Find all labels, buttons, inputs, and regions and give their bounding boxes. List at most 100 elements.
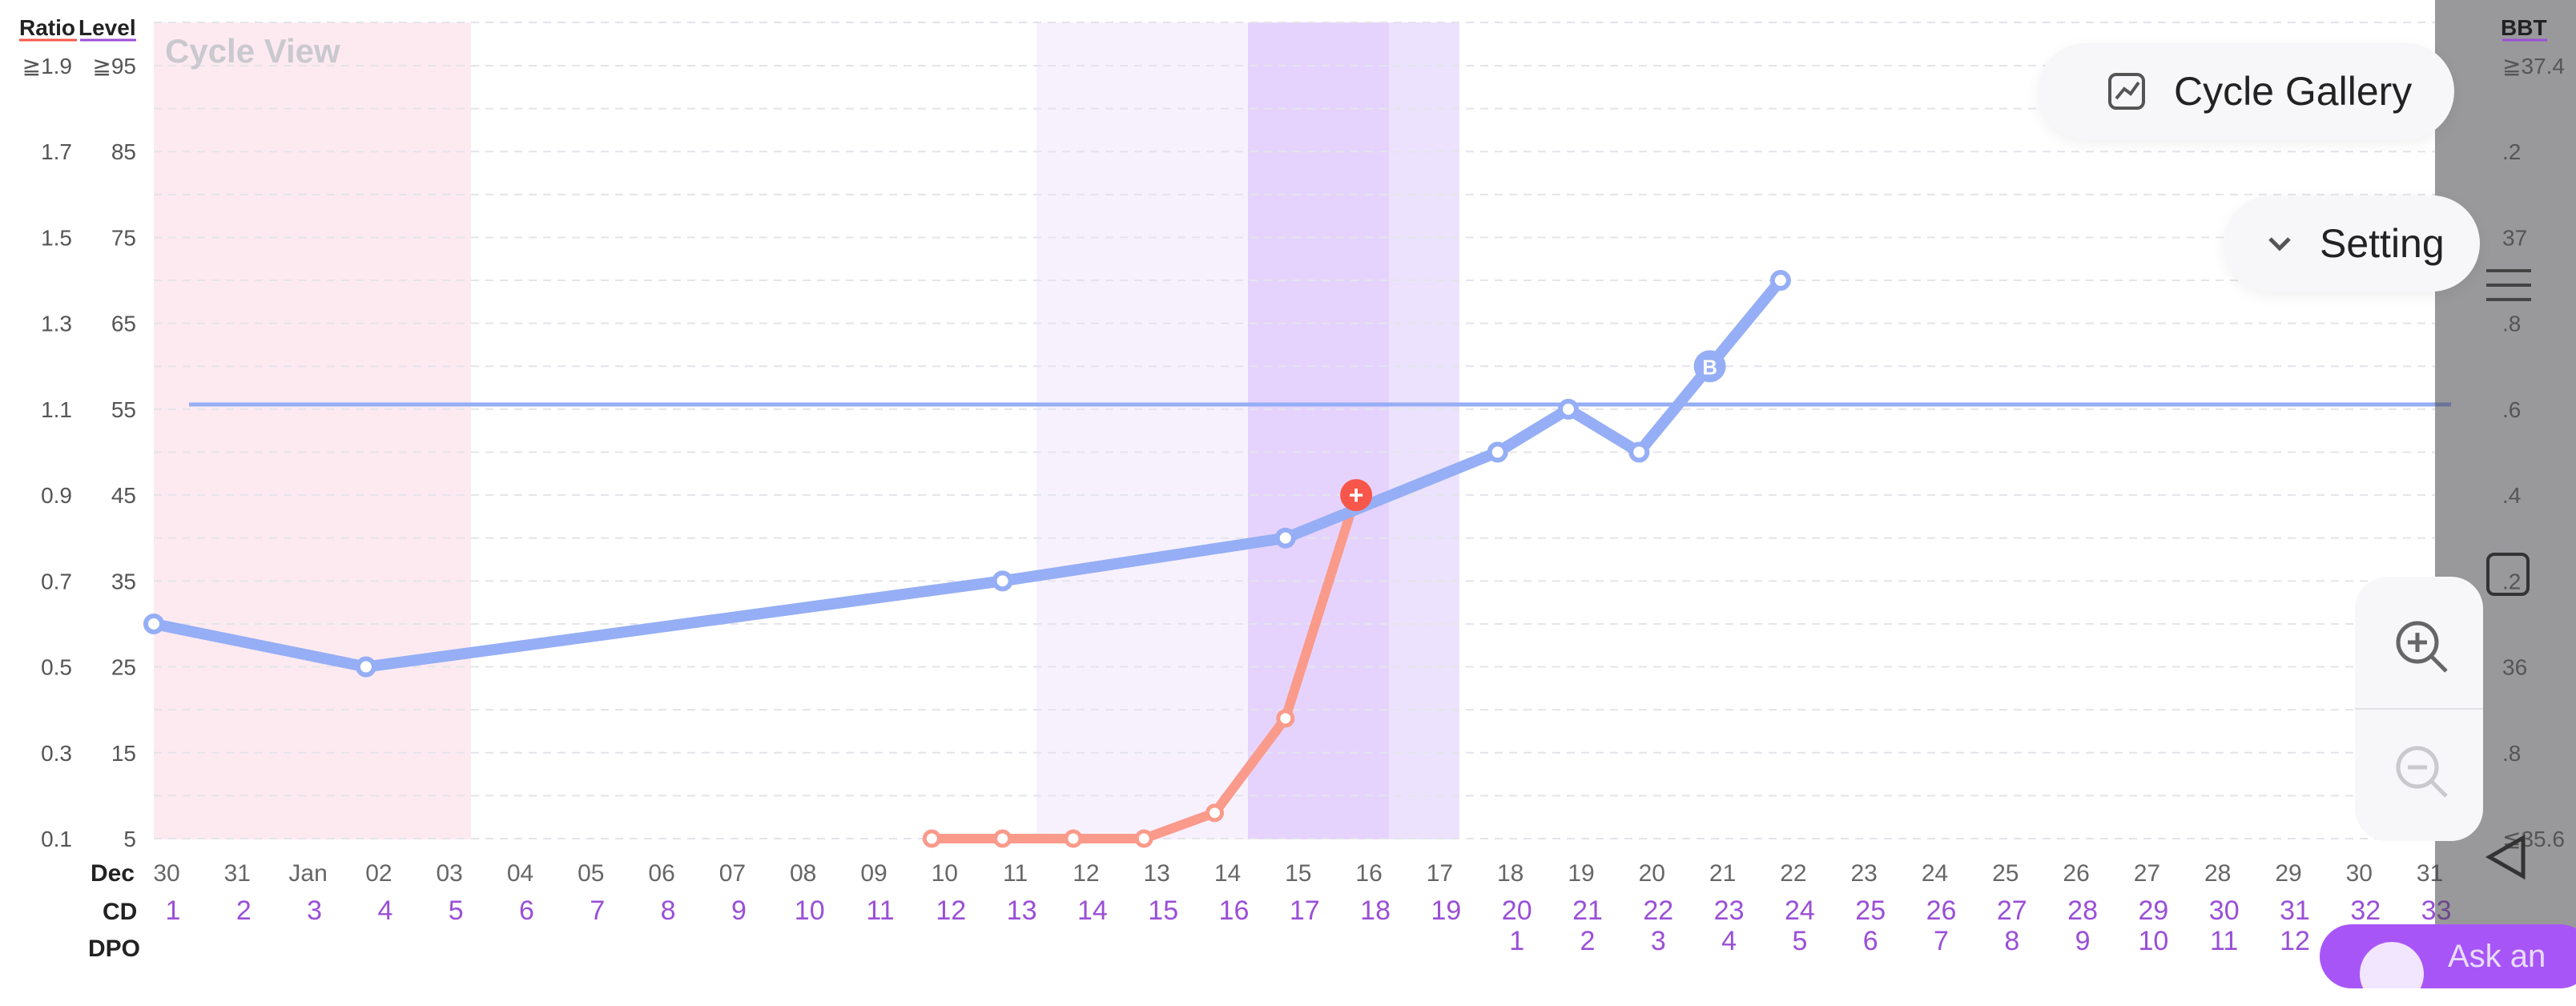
back-triangle-icon[interactable] <box>2483 833 2531 881</box>
date-label: 30 <box>153 860 179 887</box>
dpo-label: 10 <box>2138 926 2168 956</box>
ratio-tick-label: 1.7 <box>41 139 72 164</box>
square-nav-icon[interactable] <box>2486 553 2530 596</box>
cycle-day-label: 8 <box>661 895 676 926</box>
cycle-day-label: 4 <box>377 895 392 926</box>
cycle-day-label: 17 <box>1290 895 1320 926</box>
level-tick-label: 35 <box>111 569 136 594</box>
level-tick-label: 45 <box>111 483 136 508</box>
ratio-peak-marker: + <box>1349 481 1364 509</box>
setting-button[interactable]: Setting <box>2224 195 2480 292</box>
level-point <box>992 570 1013 592</box>
cycle-gallery-button[interactable]: Cycle Gallery <box>2038 43 2454 139</box>
cycle-gallery-label: Cycle Gallery <box>2174 69 2413 114</box>
cycle-day-label: 16 <box>1219 895 1250 926</box>
peak-fertility-band <box>1248 22 1389 839</box>
date-label: 07 <box>719 860 746 887</box>
level-tick-label: 15 <box>111 741 136 766</box>
date-label: 22 <box>1780 860 1806 887</box>
fertile-band-late <box>1389 22 1459 839</box>
date-label: 12 <box>1073 860 1099 887</box>
date-label: 10 <box>932 860 958 887</box>
cycle-day-label: 22 <box>1643 895 1673 926</box>
ask-avatar-icon <box>2360 942 2424 1006</box>
zoom-controls <box>2355 577 2483 841</box>
date-label: 03 <box>437 860 463 887</box>
cycle-day-label: 25 <box>1855 895 1886 926</box>
ratio-point <box>1205 803 1224 823</box>
month-label: Dec <box>91 860 135 887</box>
date-label: 08 <box>790 860 816 887</box>
cycle-day-label: 23 <box>1714 895 1745 926</box>
date-label: 14 <box>1214 860 1241 887</box>
date-label: Jan <box>288 860 327 887</box>
level-point <box>1274 527 1296 549</box>
date-label: 13 <box>1144 860 1170 887</box>
level-point <box>355 656 376 678</box>
ratio-point <box>922 829 941 848</box>
zoom-out-icon[interactable] <box>2393 743 2449 799</box>
level-point-marker: B <box>1702 355 1717 379</box>
cycle-view-label: Cycle View <box>165 32 340 70</box>
dpo-label: 4 <box>1721 926 1737 956</box>
dpo-label: 5 <box>1792 926 1807 956</box>
ratio-tick-label: 0.5 <box>41 655 72 680</box>
dpo-label: 7 <box>1934 926 1949 956</box>
cycle-day-label: 15 <box>1148 895 1178 926</box>
ask-button[interactable]: Ask an <box>2320 924 2576 1006</box>
level-point <box>1487 441 1508 463</box>
dpo-label: 6 <box>1863 926 1878 956</box>
cycle-day-label: 1 <box>166 895 181 926</box>
cycle-day-label: 3 <box>307 895 322 926</box>
chart-grid <box>154 22 2435 839</box>
date-label: 30 <box>2346 860 2373 887</box>
cycle-day-label: 32 <box>2350 895 2381 926</box>
cycle-day-label: 28 <box>2067 895 2098 926</box>
period-band <box>154 22 471 839</box>
ratio-tick-label: 0.9 <box>41 483 72 508</box>
level-tick-label: 55 <box>111 397 136 422</box>
level-point <box>1769 270 1791 292</box>
cycle-day-label: 18 <box>1360 895 1391 926</box>
zoom-in-icon[interactable] <box>2393 618 2449 674</box>
ratio-tick-label: ≧1.9 <box>22 54 72 78</box>
ratio-peak-point <box>1340 479 1373 512</box>
cycle-day-label: 11 <box>866 895 894 926</box>
ratio-tick-label: 1.1 <box>41 397 72 422</box>
cycle-day-label: 10 <box>795 895 825 926</box>
dpo-label: 3 <box>1651 926 1666 956</box>
date-label: 31 <box>224 860 251 887</box>
chart-trend-icon <box>2108 73 2145 110</box>
menu-icon[interactable] <box>2486 264 2531 309</box>
date-label: 06 <box>648 860 674 887</box>
date-label: 21 <box>1709 860 1736 887</box>
ratio-point <box>1064 829 1083 848</box>
ratio-header: Ratio <box>19 15 75 40</box>
cycle-day-label: 30 <box>2209 895 2240 926</box>
date-label: 05 <box>578 860 604 887</box>
date-label: 15 <box>1285 860 1311 887</box>
cycle-day-label: 7 <box>590 895 605 926</box>
ratio-point <box>993 829 1012 848</box>
date-axis: 30 31 Jan 02 03 04 05 06 07 08 09 10 11 12 13 14 15 16 17 1… <box>91 860 2452 956</box>
setting-label: Setting <box>2320 221 2445 266</box>
cycle-day-label: 27 <box>1997 895 2027 926</box>
cycle-day-label: 6 <box>519 895 534 926</box>
chart-series: +B <box>143 270 1791 848</box>
ask-button-label: Ask an <box>2448 938 2546 974</box>
left-axis: ≧1.9 1.7 1.5 1.3 1.1 0.9 0.7 0.5 0.3 0.1 ≧95 85 75 65… <box>22 54 136 851</box>
level-point <box>1558 398 1579 420</box>
cycle-phase-bands <box>154 22 1459 839</box>
cd-row-label: CD <box>103 899 137 925</box>
date-label: 20 <box>1639 860 1665 887</box>
dpo-label: 9 <box>2075 926 2091 956</box>
level-tick-label: 25 <box>111 655 136 680</box>
cycle-day-label: 5 <box>449 895 464 926</box>
ratio-point <box>1134 829 1153 848</box>
ratio-tick-label: 0.3 <box>41 741 72 766</box>
date-label: 09 <box>860 860 887 887</box>
cycle-day-label: 21 <box>1572 895 1603 926</box>
level-tick-label: 5 <box>123 827 136 851</box>
date-label: 18 <box>1497 860 1523 887</box>
level-point <box>1628 441 1650 463</box>
